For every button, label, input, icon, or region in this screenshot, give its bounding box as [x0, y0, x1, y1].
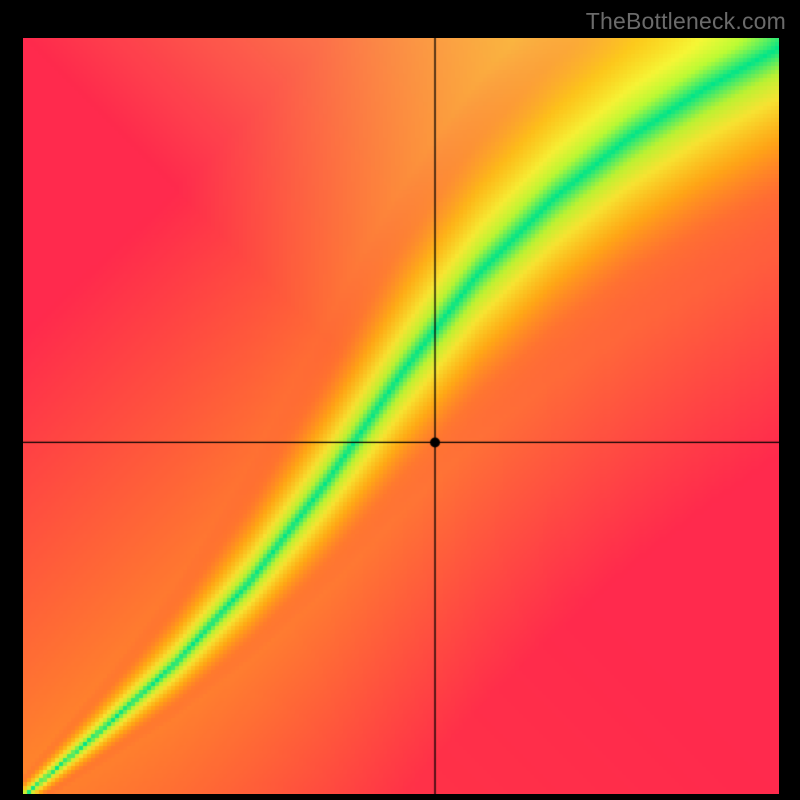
- heatmap-canvas: [23, 38, 779, 794]
- attribution-text: TheBottleneck.com: [586, 8, 786, 35]
- chart-frame: TheBottleneck.com: [0, 0, 800, 800]
